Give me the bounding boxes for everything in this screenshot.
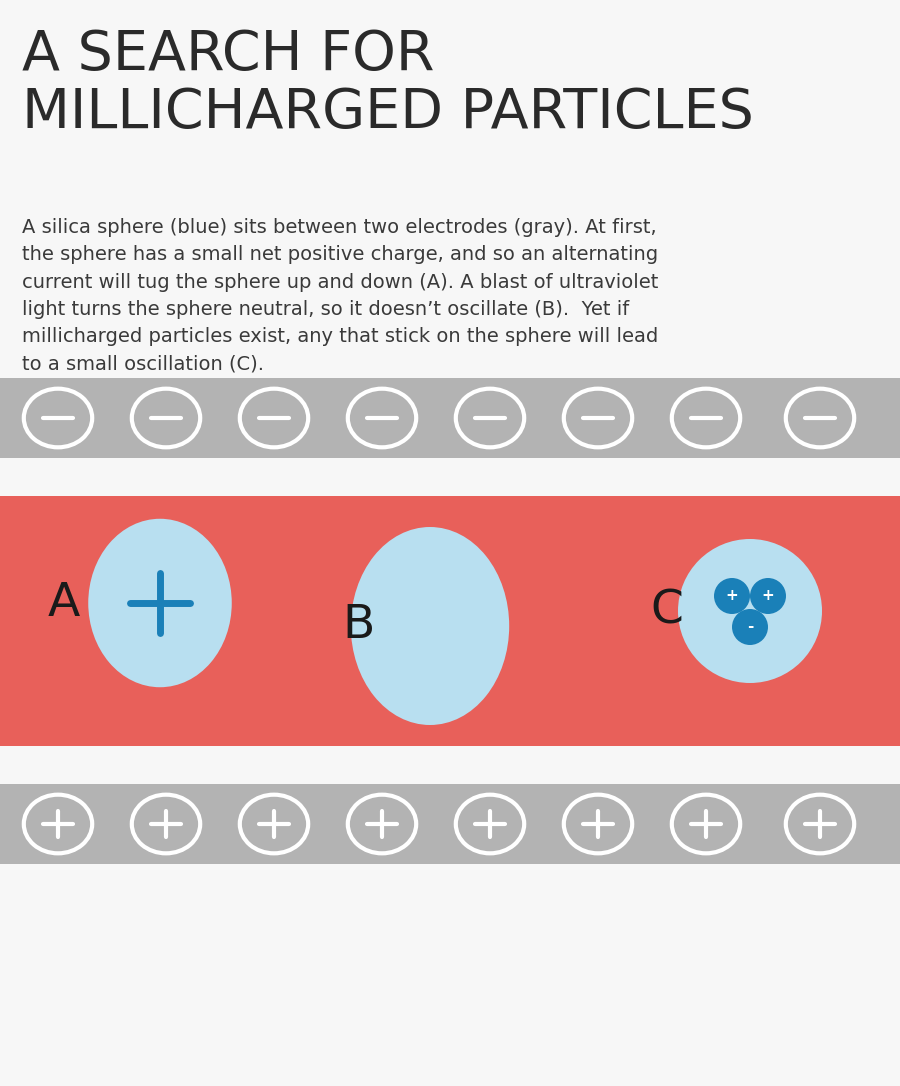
Circle shape (732, 609, 768, 645)
Ellipse shape (88, 519, 232, 687)
Circle shape (714, 578, 750, 614)
Text: A SEARCH FOR
MILLICHARGED PARTICLES: A SEARCH FOR MILLICHARGED PARTICLES (22, 28, 754, 140)
Text: A: A (48, 581, 80, 626)
Text: +: + (725, 589, 738, 604)
Bar (0, 784, 900, 864)
Text: +: + (761, 589, 774, 604)
Text: A silica sphere (blue) sits between two electrodes (gray). At first,
the sphere : A silica sphere (blue) sits between two … (22, 218, 659, 374)
Bar (0, 496, 900, 746)
Text: -: - (747, 619, 753, 634)
Ellipse shape (351, 527, 509, 725)
Ellipse shape (678, 539, 822, 683)
Text: C: C (650, 589, 683, 633)
Circle shape (750, 578, 786, 614)
Bar (0, 378, 900, 458)
Text: B: B (342, 604, 374, 648)
